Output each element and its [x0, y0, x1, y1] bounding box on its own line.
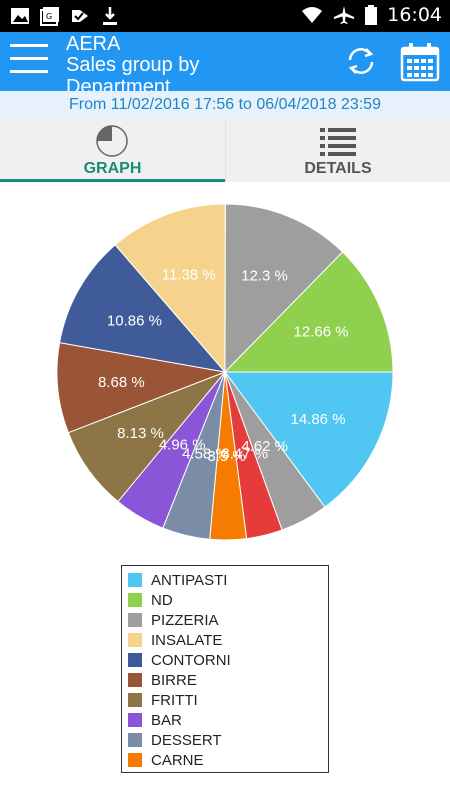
image-icon [11, 8, 29, 24]
pie-slice[interactable] [223, 251, 394, 373]
airplane-icon [334, 6, 355, 24]
legend-swatch [128, 653, 142, 667]
menu-icon-bar [10, 70, 48, 73]
tab-details-label: DETAILS [304, 160, 372, 177]
legend-item: CONTORNI [128, 650, 328, 670]
legend-swatch [128, 573, 142, 587]
status-time: 16:04 [387, 4, 442, 26]
tab-bar: GRAPH DETAILS [0, 119, 450, 182]
legend-label: FRITTI [151, 691, 198, 709]
pie-chart: 14.86 %4.62 %3.47 %3.5 %4.58 %4.96 %8.13… [56, 203, 394, 541]
legend-item: FRITTI [128, 690, 328, 710]
pie-slice[interactable] [114, 203, 226, 374]
check-flag-icon [72, 10, 88, 22]
legend-label: ANTIPASTI [151, 571, 228, 589]
pie-slice-label: 8.68 % [98, 374, 145, 391]
pie-slice[interactable] [56, 342, 227, 434]
date-range[interactable]: From 11/02/2016 17:56 to 06/04/2018 23:5… [0, 91, 450, 119]
pie-slice-label: 4.62 % [241, 438, 288, 455]
tab-details[interactable]: DETAILS [225, 119, 450, 182]
menu-icon-bar [10, 57, 48, 60]
menu-icon-bar [10, 44, 48, 47]
legend-swatch [128, 713, 142, 727]
legend-swatch [128, 673, 142, 687]
pie-slice-label: 12.66 % [294, 324, 349, 341]
pie-slice[interactable] [224, 371, 394, 508]
legend-item: BIRRE [128, 670, 328, 690]
battery-icon [365, 5, 378, 25]
legend-item: ND [128, 590, 328, 610]
app-title: AERA [66, 33, 121, 55]
pie-slice-label: 12.3 % [241, 268, 288, 285]
legend-item: CARNE [128, 750, 328, 770]
pie-slice-label: 8.13 % [117, 425, 164, 442]
legend-label: DESSERT [151, 731, 222, 749]
pie-slice-label: 3.5 % [207, 448, 245, 465]
calendar-icon[interactable] [400, 42, 440, 82]
legend-swatch [128, 693, 142, 707]
pie-slice[interactable] [59, 244, 227, 373]
pie-slice-label: 3.47 % [221, 446, 268, 463]
wifi-icon [302, 7, 323, 23]
legend-swatch [128, 593, 142, 607]
pie-slice-label: 4.58 % [182, 446, 229, 463]
pie-slice[interactable] [224, 203, 344, 374]
legend-label: BIRRE [151, 671, 197, 689]
list-icon [320, 128, 356, 156]
pie-slice-label: 11.38 % [162, 266, 216, 283]
legend-swatch [128, 633, 142, 647]
legend-item: ANTIPASTI [128, 570, 328, 590]
tab-graph-label: GRAPH [83, 160, 142, 177]
chart-legend: ANTIPASTI ND PIZZERIA INSALATE CONTORNI BIRRE… [121, 565, 329, 773]
tab-indicator [0, 179, 225, 182]
page-subtitle: Sales group by Department [66, 54, 200, 91]
legend-label: PIZZERIA [151, 611, 219, 629]
legend-swatch [128, 753, 142, 767]
legend-label: CARNE [151, 751, 204, 769]
pie-slice-label: 10.86 % [107, 313, 162, 330]
legend-item: DESSERT [128, 730, 328, 750]
pie-slice-label: 4.96 % [159, 436, 206, 453]
gallery-icon: G [40, 7, 59, 26]
legend-swatch [128, 613, 142, 627]
legend-item: PIZZERIA [128, 610, 328, 630]
legend-label: BAR [151, 711, 182, 729]
legend-label: ND [151, 591, 173, 609]
legend-swatch [128, 733, 142, 747]
menu-button[interactable] [10, 44, 50, 78]
legend-item: BAR [128, 710, 328, 730]
legend-label: INSALATE [151, 631, 223, 649]
legend-item: INSALATE [128, 630, 328, 650]
refresh-icon[interactable] [344, 44, 378, 78]
tab-graph[interactable]: GRAPH [0, 119, 225, 182]
legend-label: CONTORNI [151, 651, 231, 669]
status-bar: G 16:04 [0, 0, 450, 32]
pie-chart-icon [96, 125, 128, 157]
pie-slice-label: 14.86 % [290, 411, 345, 428]
svg-text:G: G [46, 12, 52, 21]
download-icon [103, 7, 117, 25]
app-bar: AERA Sales group by Department [0, 32, 450, 91]
